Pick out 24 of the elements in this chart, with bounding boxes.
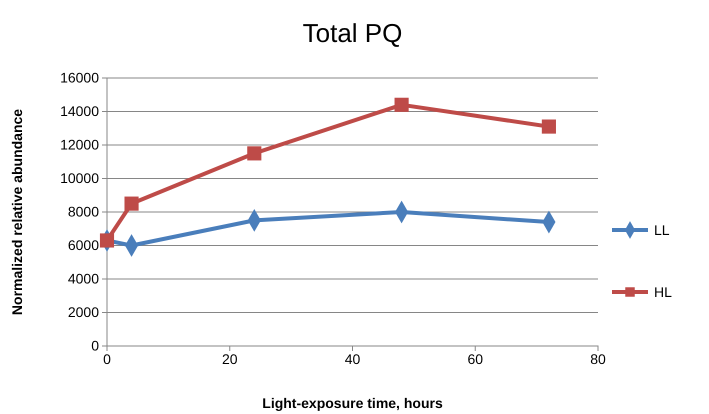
point (247, 146, 262, 160)
x-tick-label: 80 (590, 350, 606, 367)
y-tick-label: 4000 (68, 270, 100, 286)
y-tick-label: 8000 (68, 203, 100, 220)
point (394, 98, 409, 112)
x-axis-title: Light-exposure time, hours (262, 395, 443, 411)
legend-label: LL (654, 222, 670, 238)
y-tick-label: 10000 (60, 170, 100, 186)
point (100, 233, 114, 248)
y-axis-title: Normalized relative abundance (9, 108, 25, 316)
x-tick-label: 0 (103, 350, 112, 367)
x-tick-label: 40 (344, 350, 360, 367)
point (542, 120, 556, 134)
x-tick-label: 60 (467, 350, 484, 367)
y-tick-label: 6000 (68, 236, 100, 253)
y-tick-label: 16000 (60, 69, 100, 86)
chart-title: Total PQ (302, 18, 402, 48)
legend-label: HL (654, 284, 672, 300)
y-tick-label: 2000 (68, 304, 100, 320)
point (124, 196, 139, 211)
y-tick-label: 12000 (60, 136, 100, 152)
x-tick-label: 20 (222, 350, 238, 367)
y-tick-label: 14000 (60, 102, 100, 119)
y-tick-label: 0 (91, 337, 100, 354)
